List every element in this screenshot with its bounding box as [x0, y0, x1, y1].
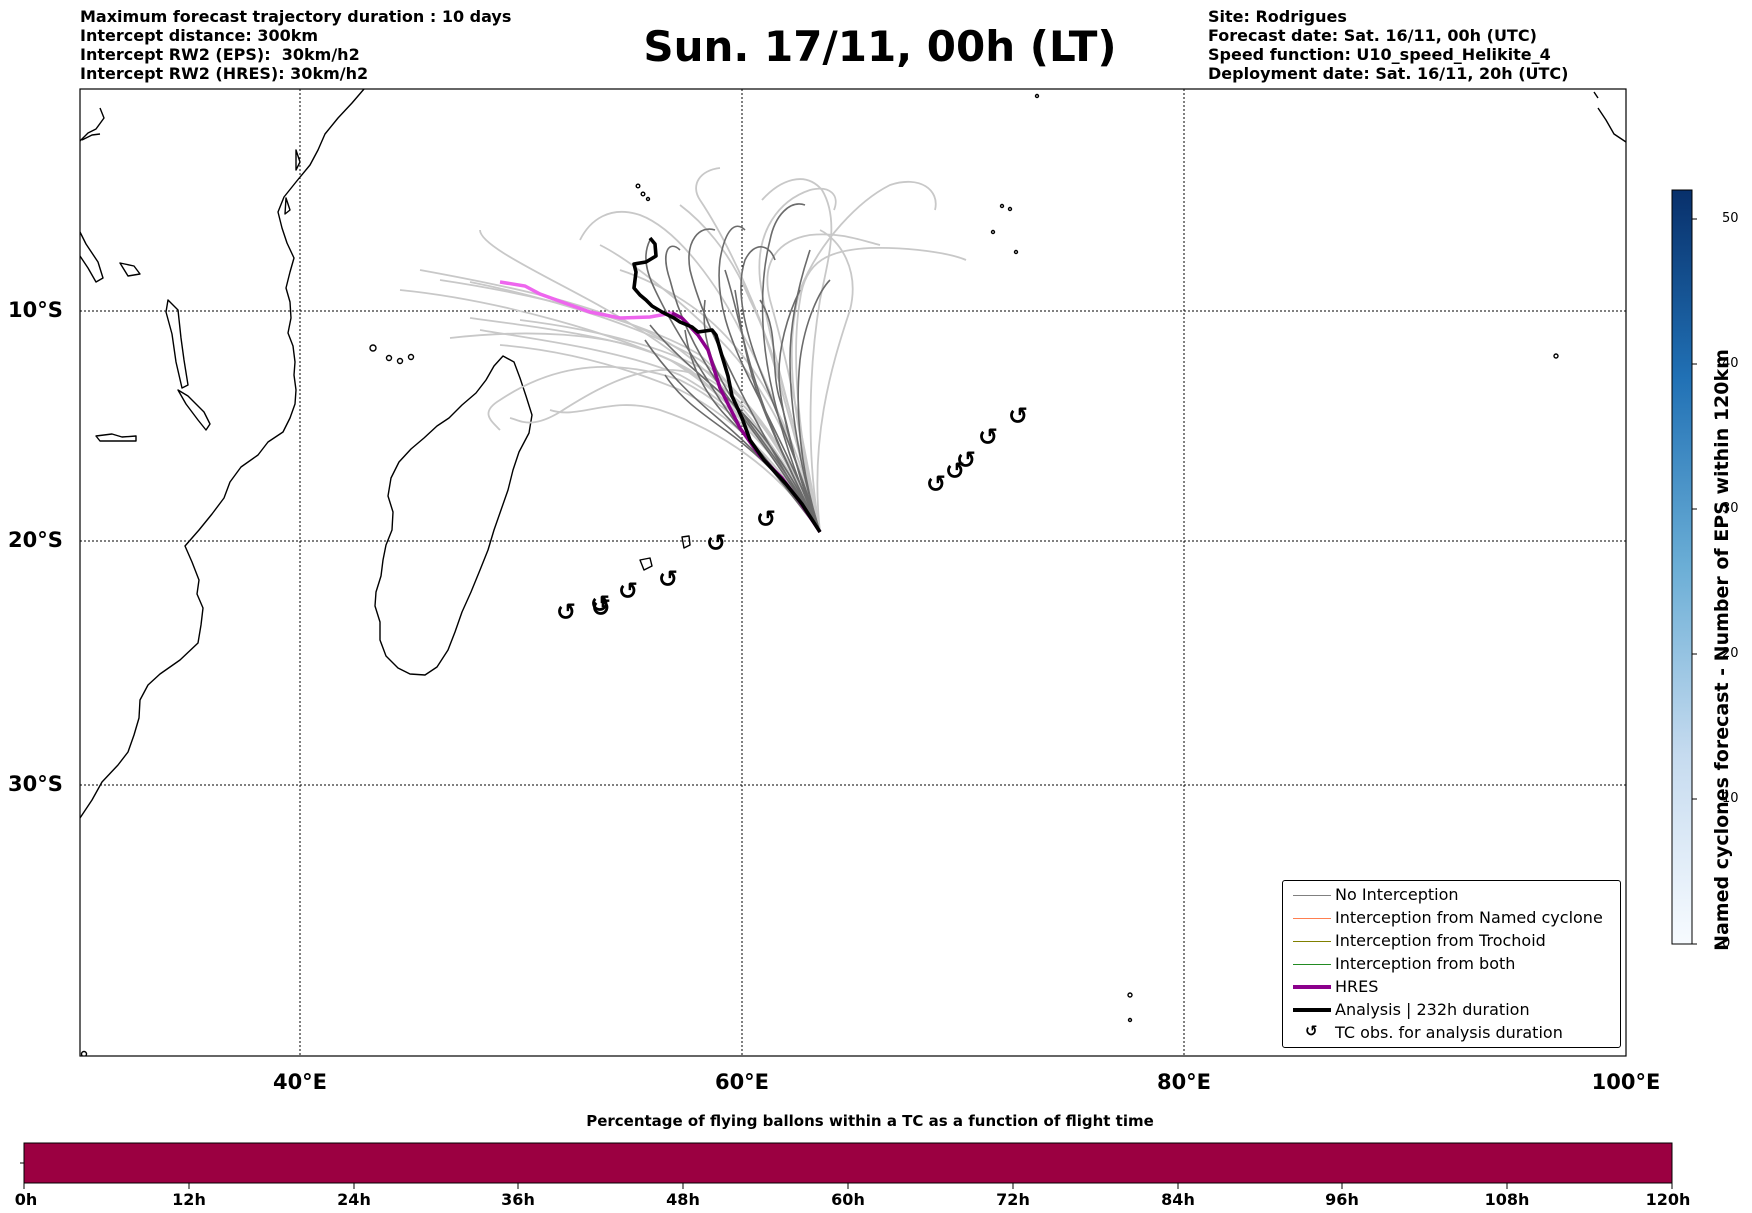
colorbar-right-tick: 40 — [1722, 356, 1739, 371]
colorbar-bottom-tick: 36h — [501, 1190, 535, 1209]
legend-line-swatch — [1293, 985, 1331, 989]
colorbar-right-tick: 20 — [1722, 646, 1739, 661]
colorbar-bottom-ticks — [23, 1183, 1673, 1189]
colorbar-right-tick: 50 — [1722, 211, 1739, 226]
legend-line-swatch — [1293, 941, 1331, 942]
page-title: Sun. 17/11, 00h (LT) — [643, 22, 1117, 71]
colorbar-bottom-tick: 84h — [1161, 1190, 1195, 1209]
header-right-line-4: Deployment date: Sat. 16/11, 20h (UTC) — [1208, 64, 1569, 83]
colorbar-bottom-tick: 96h — [1325, 1190, 1359, 1209]
tc-obs-symbol: ↺ — [590, 590, 610, 618]
tc-obs-icon: ↺ — [1305, 1022, 1318, 1040]
legend-item-analysis: Analysis | 232h duration — [1283, 999, 1620, 1022]
graticule — [80, 89, 1626, 1056]
lon-label-100e: 100°E — [1591, 1070, 1661, 1094]
tc-obs-symbol: ↺ — [956, 446, 976, 474]
legend-item-tc-obs: ↺ TC obs. for analysis duration — [1283, 1022, 1620, 1045]
tc-obs-symbol: ↺ — [658, 565, 678, 593]
lon-label-80e: 80°E — [1156, 1070, 1212, 1094]
colorbar-right-tick: 0 — [1722, 936, 1731, 951]
legend-line-swatch — [1293, 964, 1331, 965]
colorbar-bottom-tick: 60h — [831, 1190, 865, 1209]
mauritius-island — [681, 535, 691, 549]
tc-obs-symbol: ↺ — [556, 598, 576, 626]
legend: No Interception Interception from Named … — [1282, 880, 1621, 1048]
colorbar-right-title: Named cyclones forecast - Number of EPS … — [1711, 349, 1733, 951]
eps-trajectories-dark — [644, 203, 831, 533]
tc-obs-symbol: ↺ — [926, 470, 946, 498]
tc-obs-symbol: ↺ — [591, 594, 611, 622]
colorbar-bottom-tick: 72h — [996, 1190, 1030, 1209]
header-right-line-1: Site: Rodrigues — [1208, 7, 1347, 26]
lon-label-40e: 40°E — [272, 1070, 328, 1094]
colorbar-bottom-tick: 48h — [666, 1190, 700, 1209]
lon-label-60e: 60°E — [714, 1070, 770, 1094]
colorbar-bottom-title: Percentage of flying ballons within a TC… — [586, 1112, 1154, 1130]
legend-label: TC obs. for analysis duration — [1335, 1023, 1563, 1042]
tc-obs-symbols: ↺ ↺ ↺ ↺ ↺ ↺ ↺ ↺ ↺ ↺ ↺ ↺ — [556, 402, 1028, 626]
tc-obs-symbol: ↺ — [1008, 402, 1028, 430]
madagascar-outline — [374, 355, 533, 676]
tc-obs-symbol: ↺ — [618, 577, 638, 605]
legend-item-hres: HRES — [1283, 976, 1620, 999]
legend-item-trochoid: Interception from Trochoid — [1283, 930, 1620, 953]
colorbar-bottom — [23, 1142, 1673, 1184]
legend-label: No Interception — [1335, 885, 1459, 904]
header-left-line-2: Intercept distance: 300km — [80, 26, 319, 45]
legend-line-swatch — [1293, 918, 1331, 919]
africa-coastline — [80, 89, 365, 819]
legend-item-no-interception: No Interception — [1283, 884, 1620, 907]
somalia-coastline — [80, 107, 105, 142]
colorbar-bottom-tick: 120h — [1645, 1190, 1691, 1209]
reunion-island — [639, 557, 653, 571]
lat-label-20s: 20°S — [8, 528, 63, 552]
comoros-island — [369, 344, 377, 352]
legend-item-named-cyclone: Interception from Named cyclone — [1283, 907, 1620, 930]
colorbar-right — [1671, 189, 1693, 945]
lat-label-30s: 30°S — [8, 772, 63, 796]
tc-obs-symbol: ↺ — [978, 423, 998, 451]
legend-item-both: Interception from both — [1283, 953, 1620, 976]
tc-obs-symbol: ↺ — [706, 529, 726, 557]
colorbar-right-ticks — [1692, 218, 1697, 945]
hres-trajectory-pink — [499, 280, 673, 320]
header-right-line-2: Forecast date: Sat. 16/11, 00h (UTC) — [1208, 26, 1537, 45]
legend-label: Analysis | 232h duration — [1335, 1000, 1530, 1019]
colorbar-bottom-tick: 0h — [14, 1190, 38, 1209]
seychelles-islands — [635, 183, 641, 189]
colorbar-right-tick: 30 — [1722, 501, 1739, 516]
colorbar-bottom-tick: 24h — [337, 1190, 371, 1209]
chagos-islands — [999, 203, 1005, 209]
header-right-line-3: Speed function: U10_speed_Helikite_4 — [1208, 45, 1551, 64]
tc-obs-symbol: ↺ — [945, 457, 965, 485]
legend-label: Interception from both — [1335, 954, 1516, 973]
legend-line-swatch — [1293, 895, 1331, 896]
legend-label: Interception from Trochoid — [1335, 931, 1546, 950]
analysis-trajectory — [632, 236, 822, 533]
legend-label: HRES — [1335, 977, 1379, 996]
legend-label: Interception from Named cyclone — [1335, 908, 1603, 927]
lat-label-10s: 10°S — [8, 298, 63, 322]
header-left-line-4: Intercept RW2 (HRES): 30km/h2 — [80, 64, 369, 83]
legend-line-swatch — [1293, 1008, 1331, 1012]
colorbar-right-tick: 10 — [1722, 791, 1739, 806]
tc-obs-symbol: ↺ — [756, 505, 776, 533]
header-left-line-1: Maximum forecast trajectory duration : 1… — [80, 7, 512, 26]
lake-malawi — [165, 299, 189, 389]
colorbar-bottom-tick: 108h — [1484, 1190, 1530, 1209]
colorbar-bottom-tick: 12h — [172, 1190, 206, 1209]
header-left-line-3: Intercept RW2 (EPS): 30km/h2 — [80, 45, 360, 64]
